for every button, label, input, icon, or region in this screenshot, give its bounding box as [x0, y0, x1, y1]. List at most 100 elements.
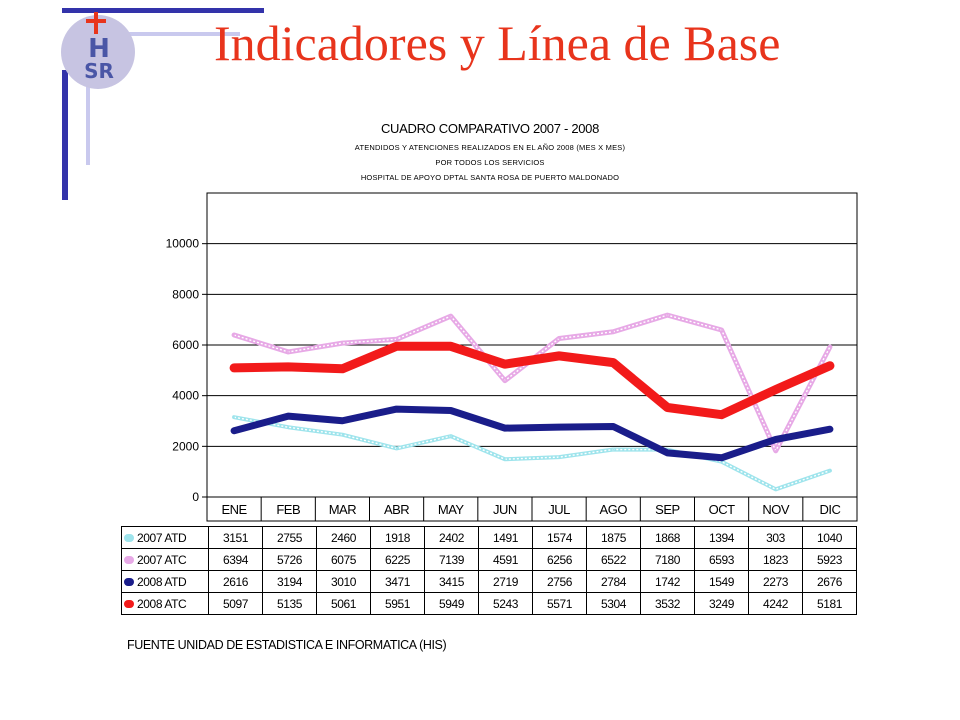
- data-point: [829, 364, 831, 367]
- legend-entry-text: 2008 ATC: [137, 596, 187, 611]
- table-cell: 4591: [478, 548, 533, 571]
- legend-label: 2007 ATD: [121, 526, 209, 549]
- data-point: [774, 438, 777, 441]
- x-tick-label: FEB: [276, 502, 300, 517]
- data-point: [449, 435, 452, 437]
- data-point: [395, 338, 398, 341]
- data-point: [504, 458, 506, 461]
- data-point: [720, 460, 723, 463]
- data-point: [449, 345, 452, 348]
- source-note: FUENTE UNIDAD DE ESTADISTICA E INFORMATI…: [127, 638, 447, 652]
- table-row: 2008 ATC 5097 5135 5061 5951 5949 5243 5571 5304…: [121, 592, 857, 615]
- series-line-pattern: [233, 416, 831, 491]
- x-tick-label: NOV: [762, 502, 790, 517]
- series-line: [229, 341, 835, 420]
- logo-letters-sr: SR: [84, 59, 114, 83]
- data-point: [233, 334, 235, 336]
- data-point: [666, 452, 669, 454]
- slide-title: Indicadores y Línea de Base: [214, 15, 781, 71]
- data-point: [720, 456, 723, 459]
- table-cell: 6593: [694, 548, 749, 571]
- data-point: [774, 450, 777, 452]
- table-cell: 1549: [694, 570, 749, 593]
- data-point: [449, 315, 452, 317]
- data-point: [395, 447, 398, 450]
- x-tick-label: ENE: [221, 502, 247, 517]
- y-tick-label: 10000: [166, 237, 200, 251]
- data-point: [666, 314, 669, 316]
- table-cell: 2755: [262, 526, 317, 549]
- table-cell: 3249: [694, 592, 749, 615]
- legend-label: 2008 ATC: [121, 592, 209, 615]
- table-cell: 6225: [370, 548, 425, 571]
- table-cell: 2460: [316, 526, 371, 549]
- table-cell: 7139: [424, 548, 479, 571]
- table-cell: 3194: [262, 570, 317, 593]
- data-point: [287, 415, 290, 417]
- table-cell: 1868: [640, 526, 695, 549]
- table-cell: 1040: [802, 526, 857, 549]
- chart-subtitle: POR TODOS LOS SERVICIOS: [435, 158, 545, 167]
- x-tick-label: ABR: [384, 502, 409, 517]
- x-tick-label: MAR: [329, 502, 357, 517]
- data-point: [287, 351, 290, 353]
- y-tick-label: 6000: [172, 338, 199, 352]
- table-cell: 5181: [802, 592, 857, 615]
- table-cell: 6394: [208, 548, 263, 571]
- data-point: [341, 419, 344, 422]
- data-point: [558, 426, 560, 428]
- decorative-vertical-bar-light: [86, 20, 90, 165]
- table-cell: 3471: [370, 570, 425, 593]
- data-point: [774, 388, 777, 391]
- data-point: [612, 448, 615, 451]
- series-line: [230, 405, 834, 462]
- data-point: [720, 329, 723, 331]
- table-cell: 3151: [208, 526, 263, 549]
- table-cell: 4242: [748, 592, 803, 615]
- table-cell: 7180: [640, 548, 695, 571]
- table-cell: 5949: [424, 592, 479, 615]
- legend-key: [124, 600, 134, 609]
- table-cell: 5135: [262, 592, 317, 615]
- table-cell: 2676: [802, 570, 857, 593]
- table-cell: 2719: [478, 570, 533, 593]
- decorative-horizontal-bar-light: [120, 32, 240, 36]
- data-point: [341, 367, 344, 370]
- data-point: [504, 427, 506, 429]
- data-point: [558, 355, 560, 357]
- y-tick-label: 2000: [172, 439, 199, 453]
- x-tick-label: DIC: [819, 502, 840, 517]
- chart-title: CUADRO COMPARATIVO 2007 - 2008: [380, 121, 600, 136]
- table-cell: 6075: [316, 548, 371, 571]
- table-cell: 1823: [748, 548, 803, 571]
- data-point: [449, 409, 452, 412]
- data-point: [287, 366, 290, 368]
- logo-circle: [61, 15, 135, 89]
- data-point: [233, 367, 235, 369]
- data-point: [666, 406, 669, 409]
- x-tick-label: MAY: [438, 502, 465, 517]
- table-cell: 5097: [208, 592, 263, 615]
- chart-data-table: 2007 ATD 3151 2755 2460 1918 2402 1491 1574 1875…: [121, 526, 857, 615]
- table-cell: 303: [748, 526, 803, 549]
- data-point: [233, 429, 235, 432]
- data-point: [829, 469, 831, 472]
- table-cell: 3010: [316, 570, 371, 593]
- table-cell: 3532: [640, 592, 695, 615]
- legend-key: [124, 534, 134, 543]
- data-point: [612, 330, 615, 333]
- table-cell: 2273: [748, 570, 803, 593]
- x-tick-label: OCT: [709, 502, 736, 517]
- y-tick-label: 4000: [172, 389, 199, 403]
- data-point: [558, 337, 560, 340]
- chart-subtitle: HOSPITAL DE APOYO DPTAL SANTA ROSA DE PU…: [360, 173, 620, 182]
- table-cell: 5061: [316, 592, 371, 615]
- table-cell: 1574: [532, 526, 587, 549]
- legend-entry-text: 2008 ATD: [137, 574, 187, 589]
- data-point: [720, 413, 723, 416]
- table-cell: 2402: [424, 526, 479, 549]
- table-row: 2007 ATC 6394 5726 6075 6225 7139 4591 6256 6522…: [121, 548, 857, 571]
- logo-letter-h: H: [88, 34, 110, 64]
- data-point: [612, 361, 615, 364]
- y-tick-label: 0: [192, 490, 199, 504]
